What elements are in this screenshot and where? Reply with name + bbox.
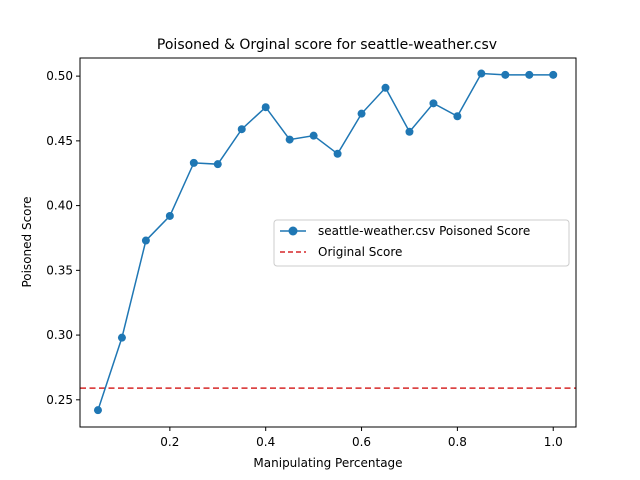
y-tick-label: 0.30 xyxy=(46,328,73,342)
chart-title: Poisoned & Orginal score for seattle-wea… xyxy=(157,37,497,53)
poisoned-score-point xyxy=(93,406,102,415)
y-tick-label: 0.35 xyxy=(46,263,73,277)
poisoned-score-point xyxy=(549,70,558,79)
legend-label-original: Original Score xyxy=(318,245,402,259)
poisoned-score-point xyxy=(357,109,366,118)
x-tick-label: 0.2 xyxy=(160,435,179,449)
poisoned-score-point xyxy=(381,83,390,92)
axes-frame xyxy=(79,57,577,428)
poisoned-score-point xyxy=(477,69,486,78)
y-axis: 0.25 0.30 0.35 0.40 0.45 0.50 xyxy=(46,69,80,407)
poisoned-score-point xyxy=(189,158,198,167)
poisoned-score-point xyxy=(117,333,126,342)
y-tick-label: 0.40 xyxy=(46,199,73,213)
poisoned-score-point xyxy=(525,70,534,79)
poisoned-score-point xyxy=(429,99,438,108)
x-tick-label: 0.8 xyxy=(448,435,467,449)
y-tick-label: 0.50 xyxy=(46,69,73,83)
y-axis-label: Poisoned Score xyxy=(20,196,34,287)
y-tick-label: 0.45 xyxy=(46,134,73,148)
poisoned-score-point xyxy=(141,236,150,245)
poisoned-score-point xyxy=(237,125,246,134)
poisoned-score-line xyxy=(97,72,554,411)
poisoned-score-point xyxy=(501,70,510,79)
legend-label-poisoned: seattle-weather.csv Poisoned Score xyxy=(318,224,530,238)
legend: seattle-weather.csv Poisoned Score Origi… xyxy=(273,219,570,267)
x-tick-label: 0.6 xyxy=(352,435,371,449)
poisoned-score-point xyxy=(405,127,414,136)
poisoned-score-point xyxy=(261,103,270,112)
x-axis-label: Manipulating Percentage xyxy=(253,456,402,470)
poisoned-score-point xyxy=(165,211,174,220)
poisoned-score-point xyxy=(285,135,294,144)
y-tick-label: 0.25 xyxy=(46,393,73,407)
x-axis: 0.2 0.4 0.6 0.8 1.0 xyxy=(160,427,563,449)
poisoned-score-point xyxy=(309,131,318,140)
plot-area xyxy=(80,69,576,415)
legend-box xyxy=(273,219,570,267)
poisoned-score-point xyxy=(453,112,462,121)
poisoned-score-point xyxy=(213,160,222,169)
legend-marker-poisoned xyxy=(288,226,298,236)
x-tick-label: 1.0 xyxy=(544,435,563,449)
x-tick-label: 0.4 xyxy=(256,435,275,449)
poisoned-score-point xyxy=(333,149,342,158)
